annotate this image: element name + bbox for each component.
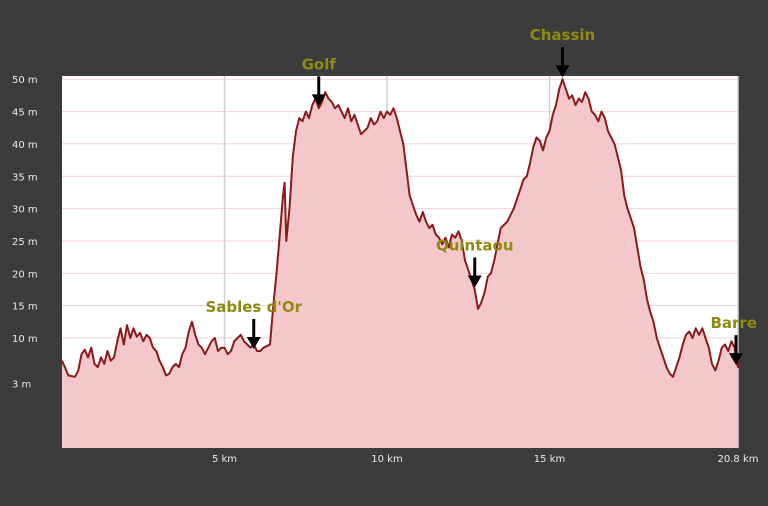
- poi-arrow-down-icon: [246, 336, 261, 349]
- poi-label: Golf: [302, 55, 337, 73]
- y-tick-label: 3 m: [12, 379, 31, 390]
- poi-label: Sables d'Or: [205, 298, 302, 316]
- poi-arrow-down-icon: [467, 275, 482, 288]
- elevation-line: [61, 78, 739, 378]
- x-tick-label: 20.8 km: [718, 454, 759, 465]
- poi-marker: Quintaou: [436, 236, 514, 288]
- point-of-interest-markers: Sables d'Or Golf Quintaou Chassin Barre: [205, 26, 757, 366]
- poi-label: Barre: [710, 314, 757, 332]
- x-tick-label: 15 km: [534, 454, 565, 465]
- y-tick-label: 20 m: [12, 269, 38, 280]
- poi-marker: Barre: [710, 314, 757, 366]
- poi-arrow-down-icon: [729, 353, 743, 366]
- poi-marker: Sables d'Or: [205, 298, 303, 349]
- x-axis-tick-labels: 5 km 10 km 15 km 20.8 km: [212, 454, 759, 465]
- y-tick-label: 35 m: [12, 172, 38, 183]
- poi-label: Quintaou: [436, 236, 514, 254]
- x-tick-label: 10 km: [371, 454, 402, 465]
- y-tick-label: 40 m: [12, 140, 38, 151]
- poi-marker: Chassin: [530, 26, 596, 78]
- x-tick-label: 5 km: [212, 454, 237, 465]
- poi-label: Chassin: [530, 26, 596, 44]
- y-tick-label: 15 m: [12, 302, 38, 313]
- elevation-area: [62, 79, 738, 448]
- y-tick-label: 50 m: [12, 75, 38, 86]
- y-tick-label: 30 m: [12, 205, 38, 216]
- y-tick-label: 25 m: [12, 237, 38, 248]
- y-axis-tick-labels: 3 m 10 m 15 m 20 m 25 m 30 m 35 m 40 m 45 m 50 m: [12, 75, 38, 390]
- poi-arrow-down-icon: [555, 65, 570, 78]
- poi-arrow-down-icon: [311, 94, 326, 107]
- y-tick-label: 45 m: [12, 108, 38, 119]
- poi-marker: Golf: [302, 55, 337, 107]
- y-tick-label: 10 m: [12, 334, 38, 345]
